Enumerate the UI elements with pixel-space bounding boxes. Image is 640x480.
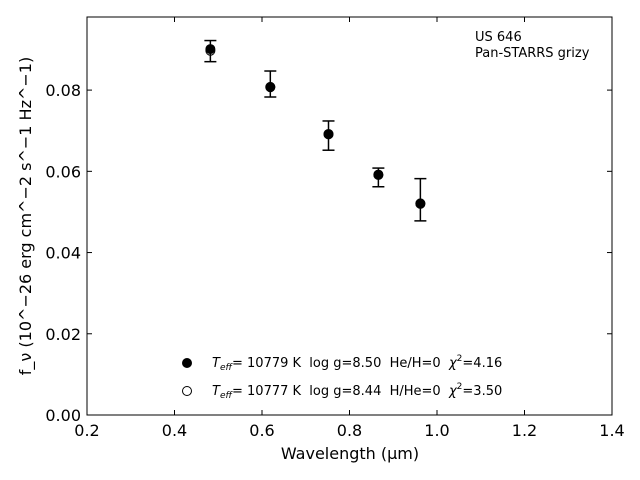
legend-entry-1: Teff= 10779 K log g=8.50 He/H=0 χ2=4.16 [212,354,502,373]
error-bars [204,39,427,222]
model-point-open [205,45,216,56]
legend-entry-2: Teff= 10777 K log g=8.44 H/He=0 χ2=3.50 [212,382,502,401]
model-point-open [323,129,334,140]
y-tick-label: 0.06 [45,162,81,181]
annotation-line-1: US 646 [475,30,522,45]
annotation-line-2: Pan-STARRS grizy [475,46,590,61]
legend-marker-open [182,386,192,396]
x-axis-ticks: 0.2 0.4 0.6 0.8 1.0 1.2 1.4 [74,17,625,440]
model-point-open [265,82,276,93]
x-tick-label: 1.2 [512,421,537,440]
x-tick-label: 0.8 [337,421,362,440]
y-tick-label: 0.08 [45,81,81,100]
data-points [205,44,426,209]
model-point-open [373,169,384,180]
x-tick-label: 1.4 [599,421,624,440]
x-axis-label: Wavelength (μm) [281,444,419,463]
legend-marker-filled [182,358,192,368]
x-tick-label: 0.2 [74,421,99,440]
y-tick-label: 0.04 [45,244,81,263]
x-tick-label: 0.6 [249,421,274,440]
x-tick-label: 0.4 [162,421,187,440]
y-axis-label: f_ν (10^−26 erg cm^−2 s^−1 Hz^−1) [16,57,36,375]
x-tick-label: 1.0 [424,421,449,440]
y-axis-ticks: 0.00 0.02 0.04 0.06 0.08 [45,81,612,425]
y-tick-label: 0.00 [45,406,81,425]
y-tick-label: 0.02 [45,325,81,344]
model-point-open [415,198,426,209]
legend: Teff= 10779 K log g=8.50 He/H=0 χ2=4.16 … [182,354,502,401]
